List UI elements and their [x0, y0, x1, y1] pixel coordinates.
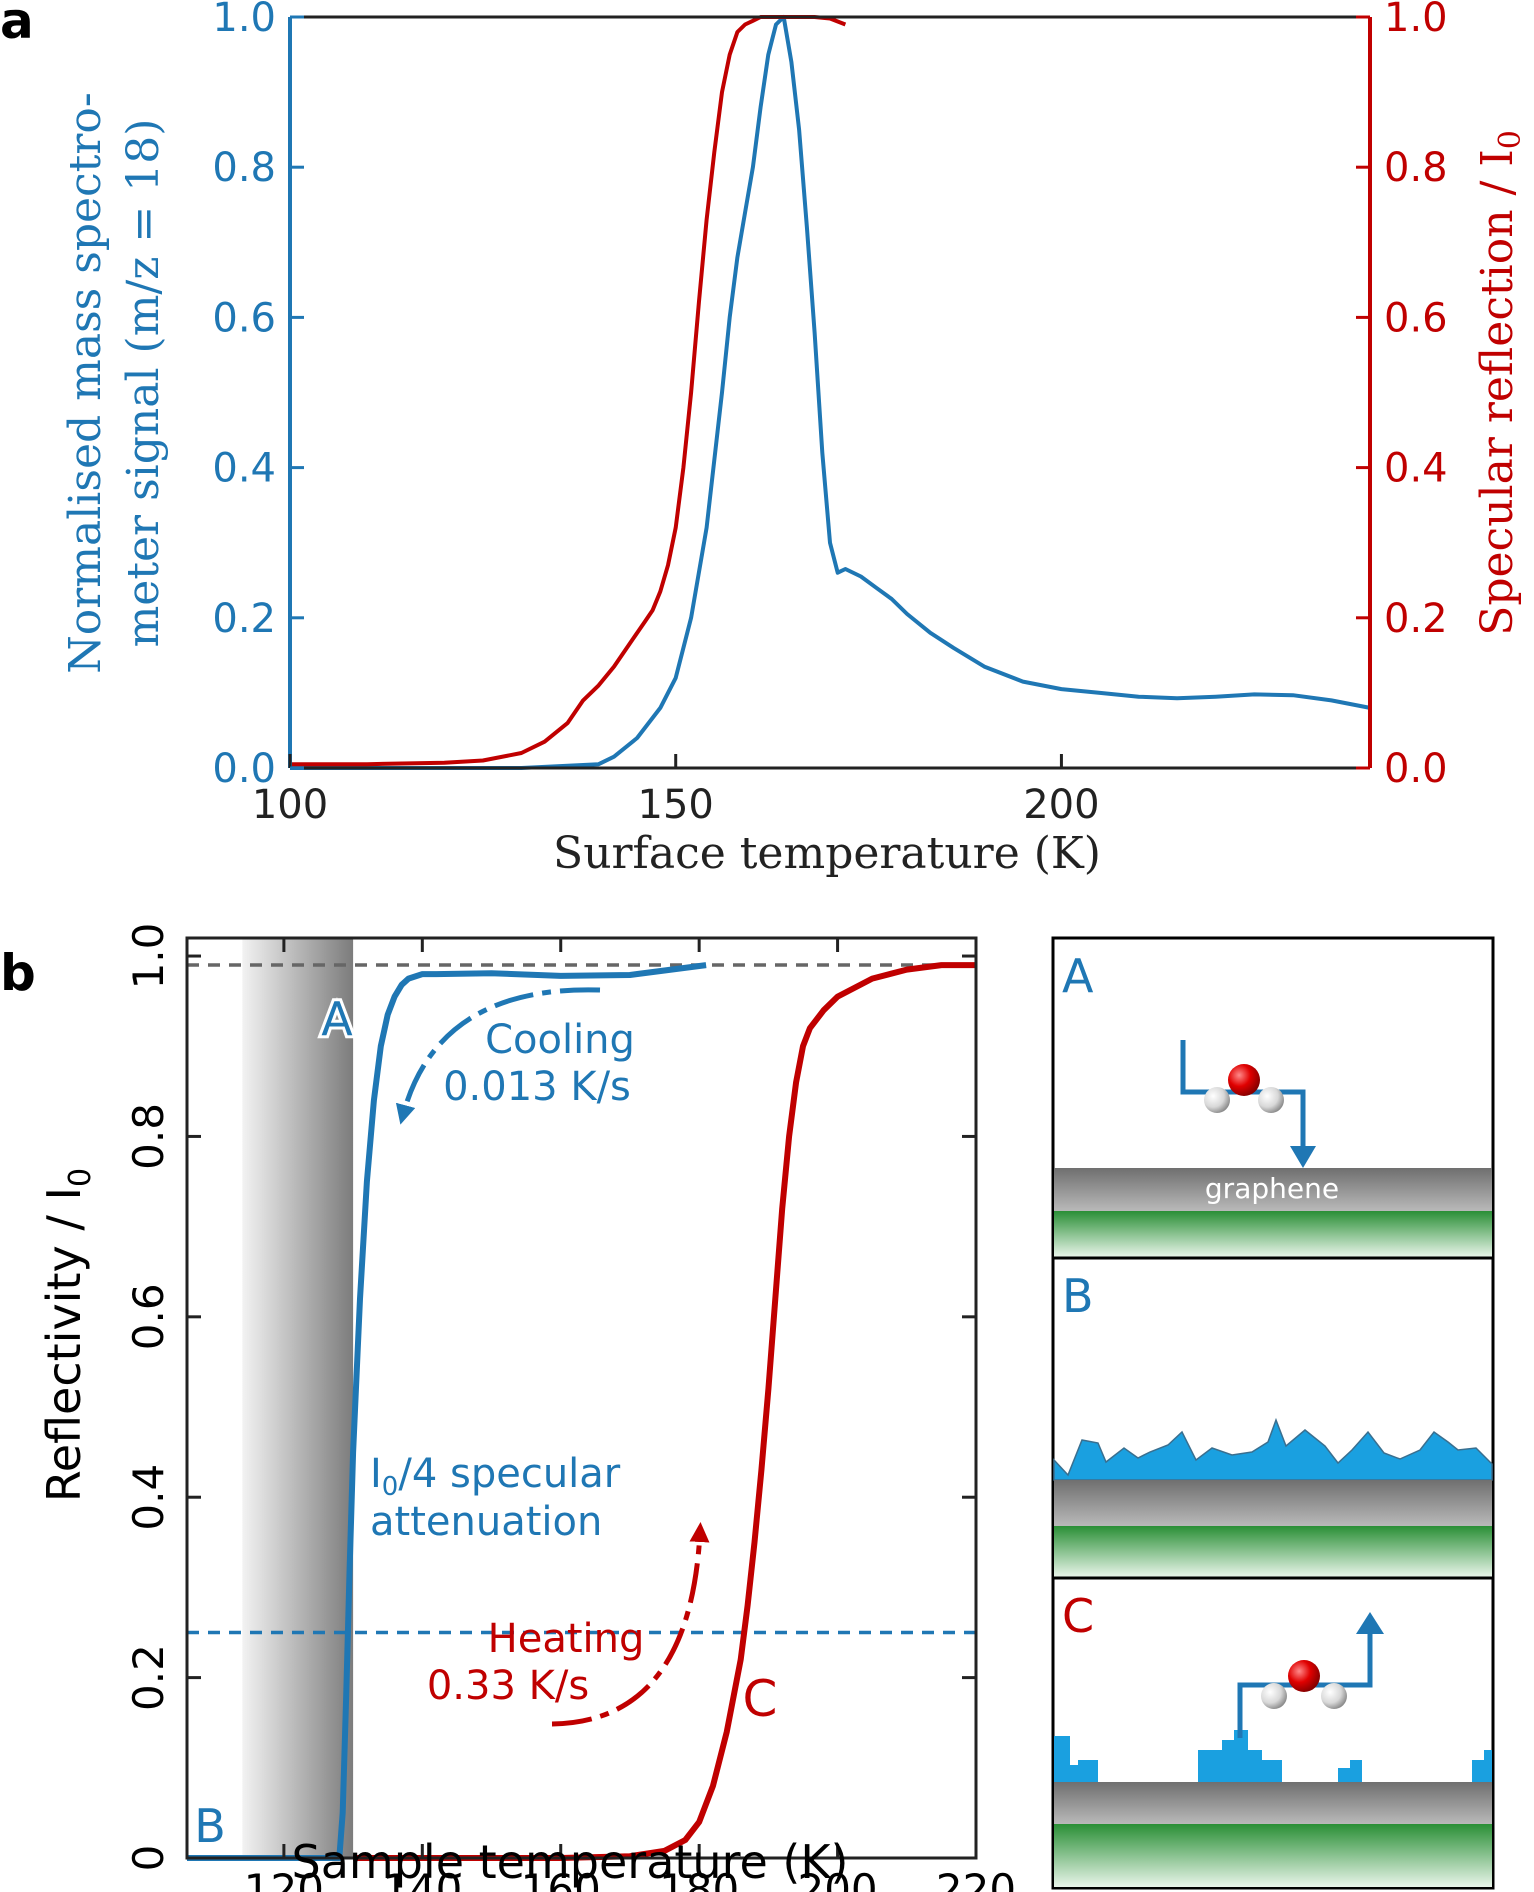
- panel-b-series: [187, 962, 976, 1861]
- ice-island: [1054, 1736, 1098, 1782]
- hydrogen-atom: [1258, 1087, 1284, 1113]
- atten-sub: 0: [382, 1472, 399, 1502]
- inset-a-substrate: [1054, 1211, 1492, 1257]
- panel-a-ytick-left-label: 0.2: [212, 596, 276, 642]
- panel-b: b 120 140 160 180 200 220 0 0.2 0.4 0.6 0.8 1.0 Sam…: [0, 923, 1016, 1892]
- panel-b-ytick-label: 0.4: [124, 1464, 173, 1531]
- panel-a-ytick-right-label: 1.0: [1384, 0, 1448, 41]
- cooling-rate-label: 0.013 K/s: [443, 1064, 631, 1110]
- panel-b-letter: b: [0, 944, 36, 1002]
- panel-b-xtick-label: 120: [244, 1865, 324, 1892]
- point-c-label: C: [743, 1670, 778, 1728]
- inset-c-substrate: [1054, 1824, 1492, 1887]
- supercooled-shaded-region: [242, 938, 354, 1858]
- panel-b-axes: [185, 936, 978, 1860]
- panel-a-series: [290, 15, 1371, 770]
- cooling-curve: [187, 962, 707, 1861]
- panel-b-xtick-label: 160: [521, 1865, 601, 1892]
- oxygen-atom: [1228, 1064, 1260, 1096]
- panel-b-xlabel: Sample temperature (K): [292, 1835, 849, 1889]
- cooling-label: Cooling: [485, 1017, 635, 1063]
- panel-a-ytick-left-label: 0.0: [212, 746, 276, 792]
- ice-island: [1198, 1730, 1282, 1782]
- panel-b-ytick-label: 0.2: [124, 1644, 173, 1711]
- panel-b-ticks: 120 140 160 180 200 220 0 0.2 0.4 0.6 0.8 1.0: [124, 923, 1016, 1892]
- panel-b-xtick-label: 140: [382, 1865, 462, 1892]
- panel-a-series-line-2: [290, 15, 847, 767]
- panel-b-ylabel-sub: 0: [63, 1168, 98, 1187]
- inset-b-label: B: [1062, 1269, 1094, 1323]
- inset-b-substrate: [1054, 1526, 1492, 1577]
- cooling-arrow: [395, 987, 601, 1125]
- panel-a-ytick-right-label: 0.8: [1384, 145, 1448, 191]
- panel-b-xtick-label: 180: [659, 1865, 739, 1892]
- atten-prefix: I: [370, 1451, 382, 1497]
- inset-b: B: [1051, 1256, 1495, 1580]
- panel-a-xtick-label: 200: [1023, 782, 1099, 828]
- panel-b-reference-lines: [187, 963, 976, 1635]
- hydrogen-atom: [1261, 1683, 1287, 1709]
- point-b-label: B: [194, 1799, 226, 1853]
- panel-a-ytick-left-label: 0.6: [212, 295, 276, 341]
- panel-a-ylabel-left-line2: meter signal (m/z = 18): [118, 119, 169, 648]
- heating-label: Heating: [488, 1616, 645, 1662]
- attenuation-label-line1: I0/4 specular: [370, 1451, 621, 1502]
- heating-curve: [353, 962, 976, 1861]
- inset-c-water-molecule: [1261, 1660, 1347, 1709]
- point-a-label: A: [321, 992, 353, 1046]
- panel-a-series-line-1: [290, 15, 1371, 770]
- oxygen-atom: [1288, 1660, 1320, 1692]
- panel-a-letter: a: [0, 0, 34, 50]
- panel-b-ytick-label: 1.0: [124, 923, 173, 990]
- attenuation-label-line2: attenuation: [370, 1499, 602, 1545]
- panel-a-ytick-left-label: 1.0: [212, 0, 276, 41]
- panel-a-ytick-right-label: 0.2: [1384, 596, 1448, 642]
- panel-a-xtick-label: 150: [638, 782, 714, 828]
- inset-c-beam-arrowhead: [1356, 1612, 1384, 1634]
- hydrogen-atom: [1321, 1683, 1347, 1709]
- ice-island: [1472, 1750, 1492, 1782]
- panel-b-ylabel-text: Reflectivity / I: [37, 1187, 91, 1502]
- inset-c-label: C: [1062, 1589, 1094, 1643]
- inset-b-graphene: [1054, 1480, 1492, 1526]
- panel-a-ylabel-right-sub: 0: [1493, 130, 1528, 149]
- panel-b-ytick-label: 0.6: [124, 1283, 173, 1350]
- panel-a-ylabel-right: Specular reflection / I0: [1472, 130, 1528, 636]
- panel-b-ytick-label: 0: [124, 1845, 173, 1872]
- panel-b-frame: [185, 936, 978, 1860]
- atten-suffix: /4 specular: [398, 1451, 620, 1497]
- panel-a-ylabel-right-text: Specular reflection / I: [1472, 149, 1523, 636]
- graphene-label: graphene: [1205, 1172, 1339, 1205]
- panel-a-ytick-right-label: 0.6: [1384, 295, 1448, 341]
- heating-arrow: [551, 1522, 710, 1727]
- amorphous-ice-layer: [1053, 1417, 1493, 1481]
- panel-a-xlabel: Surface temperature (K): [553, 828, 1101, 879]
- inset-a-graphene: [1054, 1168, 1492, 1211]
- panel-a-ticks: 100 150 200 0.0 0.2 0.4 0.6 0.8 1.0 0.0 0.2 0.4 0.6 0…: [212, 0, 1447, 828]
- hydrogen-atom: [1204, 1087, 1230, 1113]
- panel-b-xtick-label: 200: [797, 1865, 877, 1892]
- inset-a-beam-arrowhead: [1290, 1146, 1316, 1168]
- heating-rate-label: 0.33 K/s: [427, 1663, 589, 1709]
- panel-a-ytick-left-label: 0.8: [212, 145, 276, 191]
- panel-a-axes: [288, 15, 1372, 770]
- panel-a: a 100 150 200 0.0 0.2 0.4 0.6 0.8 1.0 0.0 0.2 0.4 0.…: [0, 0, 1528, 879]
- panel-b-xtick-label: 220: [936, 1865, 1016, 1892]
- ice-island: [1338, 1760, 1362, 1782]
- inset-a-water-molecule: [1204, 1064, 1284, 1113]
- panel-a-xtick-label: 100: [252, 782, 328, 828]
- panel-a-ytick-right-label: 0.0: [1384, 746, 1448, 792]
- inset-c-graphene: [1054, 1782, 1492, 1824]
- panel-b-ytick-label: 0.8: [124, 1103, 173, 1170]
- inset-a: graphene A: [1051, 936, 1495, 1260]
- panel-b-ylabel: Reflectivity / I0: [37, 1168, 98, 1502]
- inset-c: C: [1051, 1576, 1495, 1890]
- panel-a-ytick-right-label: 0.4: [1384, 446, 1448, 492]
- panel-a-ytick-left-label: 0.4: [212, 446, 276, 492]
- panel-a-ylabel-left-line1: Normalised mass spectro-: [60, 92, 111, 674]
- inset-a-label: A: [1062, 949, 1094, 1003]
